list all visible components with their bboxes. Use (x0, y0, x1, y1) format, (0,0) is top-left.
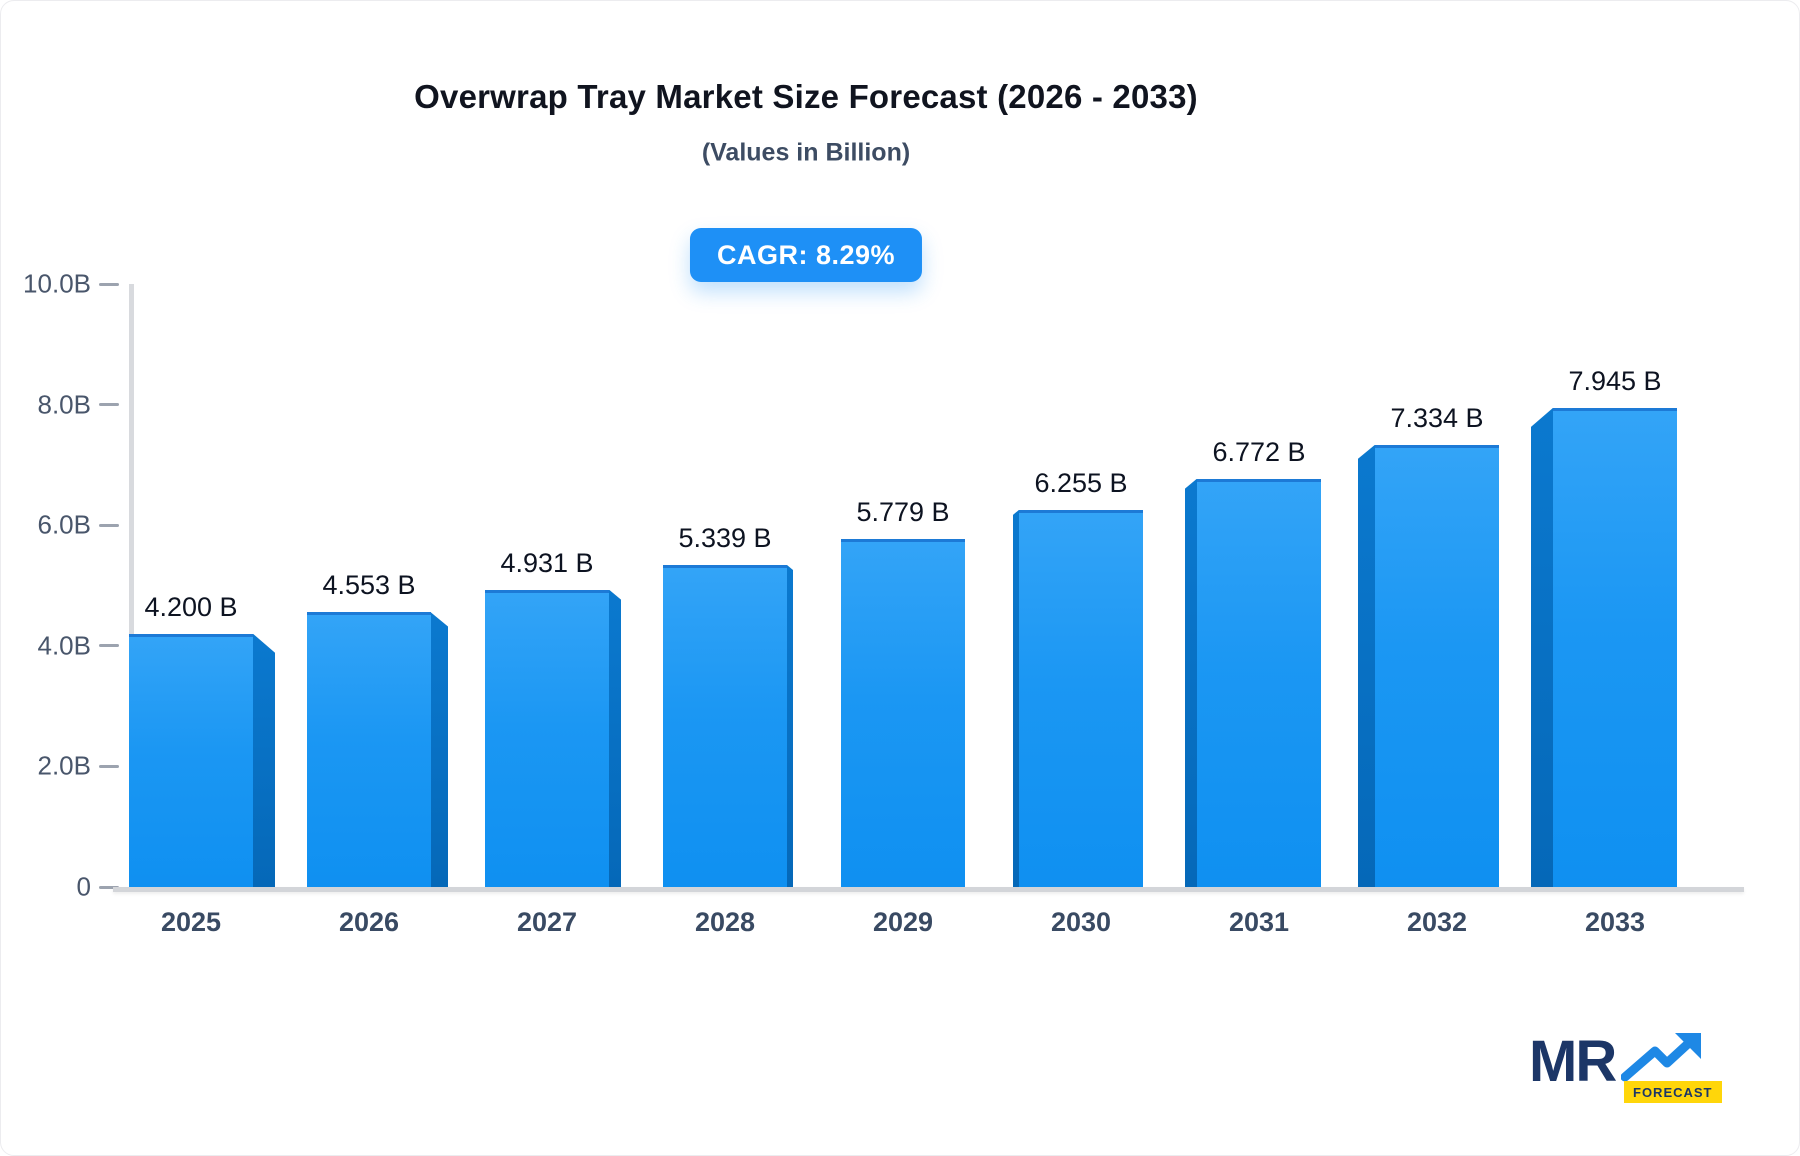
x-axis-year-label: 2025 (160, 907, 222, 937)
x-axis-year-label: 2032 (1406, 907, 1468, 937)
x-axis-year-label: 2029 (872, 907, 934, 937)
y-axis-tick (99, 885, 119, 889)
bar-value-label: 6.255 B (1034, 467, 1128, 498)
y-axis-tick-label: 6.0B (37, 509, 92, 540)
x-axis-year-label: 2030 (1050, 907, 1112, 937)
bar-2025 (129, 633, 253, 887)
bar-2030 (1019, 509, 1143, 887)
bar-value-label: 5.779 B (856, 496, 950, 527)
bar-side-face (1531, 407, 1553, 887)
chart-title: Overwrap Tray Market Size Forecast (2026… (414, 78, 1198, 115)
trend-arrow-icon (1621, 1033, 1701, 1082)
bar-2026 (307, 612, 431, 887)
brand-logo: MR FORECAST (1529, 1029, 1722, 1111)
cagr-badge: CAGR: 8.29% (689, 228, 923, 282)
y-axis-tick (99, 282, 119, 286)
bar-side-face (1013, 509, 1019, 887)
x-axis-year-label: 2031 (1228, 907, 1290, 937)
x-axis-year-label: 2026 (338, 907, 400, 937)
bar-side-face (609, 589, 621, 887)
bar-side-face (1358, 444, 1375, 887)
y-axis-tick (99, 764, 119, 768)
bar-value-label: 4.200 B (144, 591, 238, 622)
y-axis-tick-label: 10.0B (23, 268, 91, 299)
logo-mr-text: MR (1529, 1029, 1617, 1094)
bar-2028 (663, 565, 787, 887)
bar-value-label: 4.553 B (322, 570, 416, 601)
y-axis-tick (99, 523, 119, 527)
y-axis-tick-label: 8.0B (37, 389, 92, 420)
y-axis-tick-label: 2.0B (37, 750, 92, 781)
bar-value-label: 6.772 B (1212, 436, 1306, 467)
logo-forecast-label: FORECAST (1624, 1081, 1722, 1103)
y-axis-tick (99, 644, 119, 648)
x-axis-line (113, 887, 1744, 892)
bar-value-label: 4.931 B (500, 547, 594, 578)
y-axis-line (129, 284, 134, 887)
y-axis-tick-label: 0 (76, 871, 91, 902)
y-axis-tick-label: 4.0B (37, 630, 92, 661)
bar-2032 (1375, 444, 1499, 887)
bar-2031 (1197, 478, 1321, 887)
x-axis-year-label: 2028 (694, 907, 756, 937)
x-axis-year-label: 2027 (516, 907, 578, 937)
y-axis-tick (99, 403, 119, 407)
bar-side-face (253, 633, 275, 887)
bar-2033 (1553, 407, 1677, 887)
bar-value-label: 7.334 B (1390, 402, 1484, 433)
chart-subtitle: (Values in Billion) (701, 138, 911, 167)
bar-side-face (1185, 478, 1197, 887)
bar-2029 (841, 538, 965, 887)
bar-side-face (431, 612, 448, 887)
bar-side-face (787, 565, 793, 887)
bar-value-label: 5.339 B (678, 523, 772, 554)
bar-2027 (485, 589, 609, 887)
bar-value-label: 7.945 B (1568, 365, 1662, 396)
x-axis-year-label: 2033 (1584, 907, 1646, 937)
